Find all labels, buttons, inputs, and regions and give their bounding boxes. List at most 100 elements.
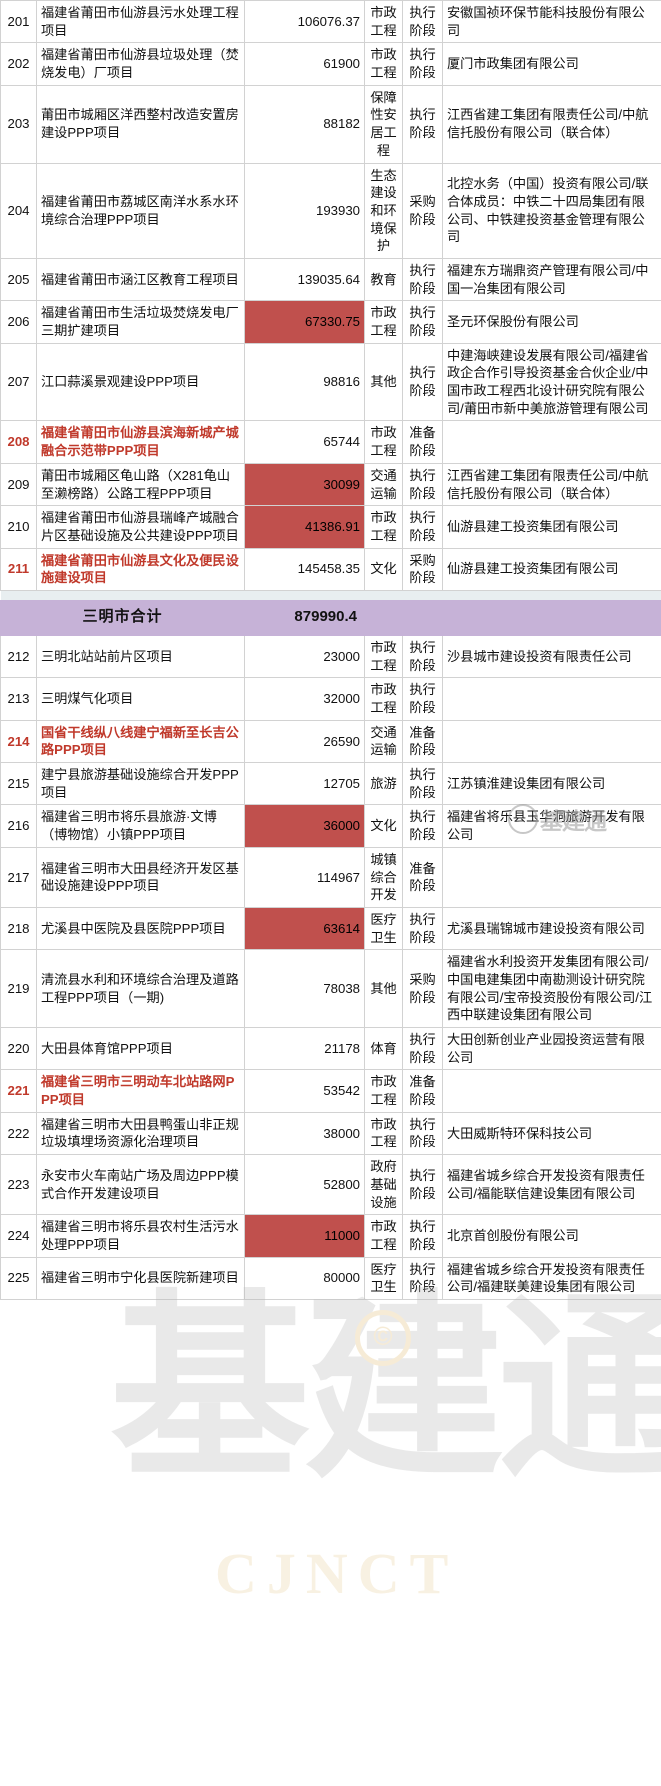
project-stage: 执行阶段: [402, 342, 443, 422]
project-investment: 78038: [244, 949, 365, 1028]
project-company: 北京首创股份有限公司: [442, 1214, 661, 1258]
project-company: [442, 1069, 661, 1113]
section-spacer: [0, 589, 661, 600]
project-stage: 执行阶段: [402, 1154, 443, 1216]
project-industry-type: 市政工程: [364, 420, 403, 464]
row-index: 211: [0, 547, 37, 591]
summary-label: 三明市合计: [0, 599, 245, 636]
project-company: 安徽国祯环保节能科技股份有限公司: [442, 0, 661, 44]
project-stage: 执行阶段: [402, 84, 443, 164]
row-index: 222: [0, 1111, 37, 1156]
project-company: [442, 846, 661, 908]
project-investment: 21178: [244, 1026, 365, 1071]
row-index: 204: [0, 162, 37, 259]
project-name: 福建省三明市大田县经济开发区基础设施建设PPP项目: [36, 846, 245, 908]
project-stage: 执行阶段: [402, 906, 443, 951]
table-row: 206 福建省莆田市生活垃圾焚烧发电厂三期扩建项目 67330.75 市政工程 执行阶段…: [0, 300, 661, 344]
project-investment: 145458.35: [244, 547, 365, 591]
table-row: 223 永安市火车南站广场及周边PPP模式合作开发建设项目 52800 政府基础设施执…: [0, 1154, 661, 1216]
table-row: 214 国省干线纵八线建宁福新至长吉公路PPP项目 26590 交通运输 准备阶段: [0, 719, 661, 764]
project-industry-type: 其他: [364, 949, 403, 1028]
project-name: 大田县体育馆PPP项目: [36, 1026, 245, 1071]
project-industry-type: 文化: [364, 804, 403, 848]
project-company: 中建海峡建设发展有限公司/福建省政企合作引导投资基金合伙企业/中国市政工程西北设…: [442, 342, 661, 422]
table-body: 201 福建省莆田市仙游县污水处理工程项目 106076.37 市政工程 执行阶段 安徽国…: [0, 0, 661, 1300]
table-row: 210 福建省莆田市仙游县瑞峰产城融合片区基础设施及公共建设PPP项目 41386.…: [0, 505, 661, 549]
project-industry-type: 医疗卫生: [364, 1256, 403, 1300]
project-name: 福建省三明市大田县鸭蛋山非正规垃圾填埋场资源化治理项目: [36, 1111, 245, 1156]
project-name: 福建省三明市宁化县医院新建项目: [36, 1256, 245, 1300]
project-investment: 88182: [244, 84, 365, 164]
project-investment: 11000: [244, 1214, 365, 1258]
project-industry-type: 市政工程: [364, 1069, 403, 1113]
project-name: 福建省三明市将乐县旅游·文博（博物馆）小镇PPP项目: [36, 804, 245, 848]
summary-amount: 879990.4: [244, 599, 365, 636]
summary-blank: [364, 599, 661, 636]
project-company: 大田威斯特环保科技公司: [442, 1111, 661, 1156]
watermark-copyright-icon: ©: [355, 1310, 411, 1366]
project-stage: 执行阶段: [402, 1111, 443, 1156]
row-index: 218: [0, 906, 37, 951]
project-name: 福建省三明市将乐县农村生活污水处理PPP项目: [36, 1214, 245, 1258]
project-company: 厦门市政集团有限公司: [442, 42, 661, 86]
project-investment: 65744: [244, 420, 365, 464]
project-stage: 执行阶段: [402, 42, 443, 86]
table-row: 218 尤溪县中医院及县医院PPP项目 63614 医疗卫生 执行阶段 尤溪县瑞锦城市建设…: [0, 906, 661, 951]
project-stage: 执行阶段: [402, 257, 443, 302]
project-stage: 采购阶段: [402, 162, 443, 259]
row-index: 215: [0, 762, 37, 806]
project-name: 莆田市城厢区龟山路（X281龟山至濑榜路）公路工程PPP项目: [36, 462, 245, 507]
row-index: 206: [0, 300, 37, 344]
table-row: 217 福建省三明市大田县经济开发区基础设施建设PPP项目 114967 城镇综合开发…: [0, 846, 661, 908]
project-investment: 38000: [244, 1111, 365, 1156]
row-index: 202: [0, 42, 37, 86]
project-stage: 执行阶段: [402, 1214, 443, 1258]
project-stage: 采购阶段: [402, 949, 443, 1028]
table-row: 224 福建省三明市将乐县农村生活污水处理PPP项目 11000 市政工程 执行阶段 北京…: [0, 1214, 661, 1258]
project-investment: 23000: [244, 634, 365, 679]
project-company: [442, 677, 661, 721]
project-name: 福建省莆田市仙游县文化及便民设施建设项目: [36, 547, 245, 591]
project-name: 清流县水利和环境综合治理及道路工程PPP项目（一期): [36, 949, 245, 1028]
project-name: 江口蒜溪景观建设PPP项目: [36, 342, 245, 422]
project-company: 江苏镇淮建设集团有限公司: [442, 762, 661, 806]
project-industry-type: 其他: [364, 342, 403, 422]
project-stage: 执行阶段: [402, 462, 443, 507]
row-index: 203: [0, 84, 37, 164]
project-name: 三明煤气化项目: [36, 677, 245, 721]
project-industry-type: 生态建设和环境保护: [364, 162, 403, 259]
table-row: 221 福建省三明市三明动车北站路网PPP项目 53542 市政工程 准备阶段: [0, 1069, 661, 1113]
row-index: 201: [0, 0, 37, 44]
table-row: 220 大田县体育馆PPP项目 21178 体育 执行阶段 大田创新创业产业园投资运营有限…: [0, 1026, 661, 1071]
project-stage: 执行阶段: [402, 804, 443, 848]
table-row: 207 江口蒜溪景观建设PPP项目 98816 其他 执行阶段 中建海峡建设发展有限公司/…: [0, 342, 661, 422]
project-industry-type: 市政工程: [364, 634, 403, 679]
project-stage: 准备阶段: [402, 1069, 443, 1113]
project-name: 福建省莆田市仙游县垃圾处理（焚烧发电）厂项目: [36, 42, 245, 86]
project-industry-type: 市政工程: [364, 300, 403, 344]
project-industry-type: 政府基础设施: [364, 1154, 403, 1216]
project-industry-type: 市政工程: [364, 505, 403, 549]
table-row: 204 福建省莆田市荔城区南洋水系水环境综合治理PPP项目 193930 生态建设和环…: [0, 162, 661, 259]
project-industry-type: 旅游: [364, 762, 403, 806]
project-name: 福建省莆田市荔城区南洋水系水环境综合治理PPP项目: [36, 162, 245, 259]
project-company: 仙游县建工投资集团有限公司: [442, 547, 661, 591]
project-company: 仙游县建工投资集团有限公司: [442, 505, 661, 549]
table-row: 215 建宁县旅游基础设施综合开发PPP项目 12705 旅游 执行阶段 江苏镇淮建设集团…: [0, 762, 661, 806]
project-stage: 执行阶段: [402, 634, 443, 679]
row-index: 223: [0, 1154, 37, 1216]
project-investment: 53542: [244, 1069, 365, 1113]
project-name: 福建省三明市三明动车北站路网PPP项目: [36, 1069, 245, 1113]
watermark-large-subtext: CJNCT: [215, 1541, 459, 1606]
project-industry-type: 体育: [364, 1026, 403, 1071]
row-index: 207: [0, 342, 37, 422]
row-index: 208: [0, 420, 37, 464]
table-row: 208 福建省莆田市仙游县滨海新城产城融合示范带PPP项目 65744 市政工程 准备阶…: [0, 420, 661, 464]
project-name: 福建省莆田市涵江区教育工程项目: [36, 257, 245, 302]
project-name: 建宁县旅游基础设施综合开发PPP项目: [36, 762, 245, 806]
project-industry-type: 交通运输: [364, 462, 403, 507]
project-industry-type: 市政工程: [364, 1214, 403, 1258]
project-name: 永安市火车南站广场及周边PPP模式合作开发建设项目: [36, 1154, 245, 1216]
table-row: 219 清流县水利和环境综合治理及道路工程PPP项目（一期) 78038 其他 采购阶段…: [0, 949, 661, 1028]
